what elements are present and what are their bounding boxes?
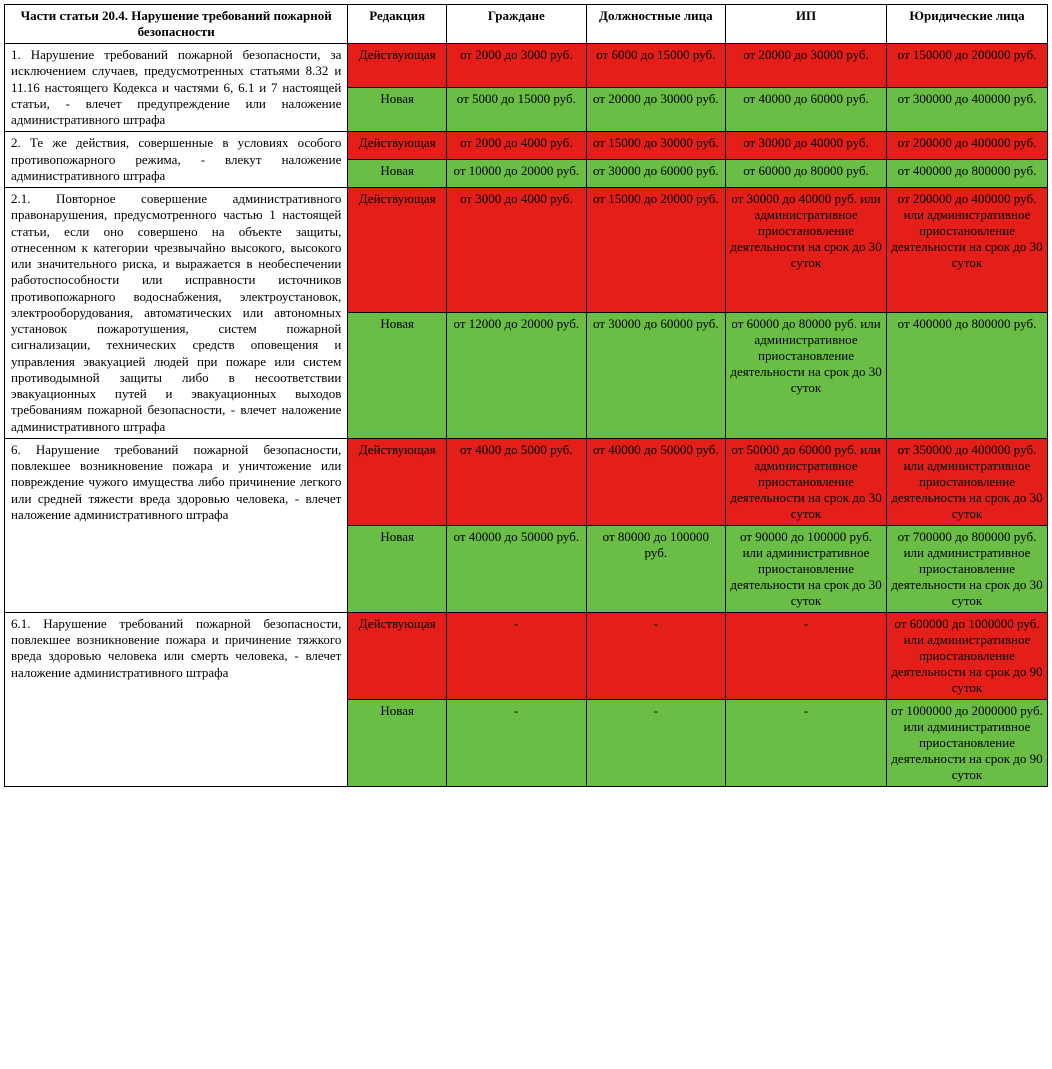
value-cell: от 20000 до 30000 руб. bbox=[586, 88, 725, 132]
value-cell: от 4000 до 5000 руб. bbox=[447, 438, 586, 525]
redaction-cell: Новая bbox=[348, 160, 447, 188]
col-header-ip: ИП bbox=[726, 5, 887, 44]
value-cell: от 30000 до 60000 руб. bbox=[586, 160, 725, 188]
col-header-legal: Юридические лица bbox=[887, 5, 1048, 44]
redaction-cell: Действующая bbox=[348, 438, 447, 525]
redaction-cell: Новая bbox=[348, 699, 447, 786]
value-cell: от 350000 до 400000 руб. или администрат… bbox=[887, 438, 1048, 525]
value-cell: от 12000 до 20000 руб. bbox=[447, 313, 586, 438]
table-row: 6.1. Нарушение требований пожарной безоп… bbox=[5, 612, 1048, 699]
value-cell: - bbox=[586, 612, 725, 699]
value-cell: от 6000 до 15000 руб. bbox=[586, 44, 725, 88]
value-cell: от 1000000 до 2000000 руб. или администр… bbox=[887, 699, 1048, 786]
value-cell: от 90000 до 100000 руб. или администрати… bbox=[726, 525, 887, 612]
col-header-citizens: Граждане bbox=[447, 5, 586, 44]
value-cell: от 15000 до 30000 руб. bbox=[586, 132, 725, 160]
value-cell: от 3000 до 4000 руб. bbox=[447, 188, 586, 313]
value-cell: от 40000 до 50000 руб. bbox=[586, 438, 725, 525]
value-cell: от 400000 до 800000 руб. bbox=[887, 313, 1048, 438]
redaction-cell: Действующая bbox=[348, 44, 447, 88]
value-cell: от 40000 до 50000 руб. bbox=[447, 525, 586, 612]
value-cell: от 20000 до 30000 руб. bbox=[726, 44, 887, 88]
value-cell: от 40000 до 60000 руб. bbox=[726, 88, 887, 132]
redaction-cell: Действующая bbox=[348, 612, 447, 699]
value-cell: от 30000 до 40000 руб. bbox=[726, 132, 887, 160]
section-desc: 6. Нарушение требований пожарной безопас… bbox=[5, 438, 348, 612]
redaction-cell: Новая bbox=[348, 88, 447, 132]
redaction-cell: Действующая bbox=[348, 132, 447, 160]
value-cell: от 200000 до 400000 руб. bbox=[887, 132, 1048, 160]
fines-table: Части статьи 20.4. Нарушение требований … bbox=[4, 4, 1048, 787]
section-desc: 1. Нарушение требований пожарной безопас… bbox=[5, 44, 348, 132]
value-cell: от 200000 до 400000 руб. или администрат… bbox=[887, 188, 1048, 313]
value-cell: от 30000 до 40000 руб. или административ… bbox=[726, 188, 887, 313]
table-row: 1. Нарушение требований пожарной безопас… bbox=[5, 44, 1048, 88]
value-cell: от 150000 до 200000 руб. bbox=[887, 44, 1048, 88]
col-header-parts: Части статьи 20.4. Нарушение требований … bbox=[5, 5, 348, 44]
value-cell: от 2000 до 3000 руб. bbox=[447, 44, 586, 88]
value-cell: от 600000 до 1000000 руб. или администра… bbox=[887, 612, 1048, 699]
redaction-cell: Новая bbox=[348, 525, 447, 612]
value-cell: от 5000 до 15000 руб. bbox=[447, 88, 586, 132]
table-row: 2. Те же действия, совершенные в условия… bbox=[5, 132, 1048, 160]
table-row: 2.1. Повторное совершение административн… bbox=[5, 188, 1048, 313]
header-row: Части статьи 20.4. Нарушение требований … bbox=[5, 5, 1048, 44]
value-cell: - bbox=[586, 699, 725, 786]
value-cell: - bbox=[726, 612, 887, 699]
value-cell: от 300000 до 400000 руб. bbox=[887, 88, 1048, 132]
redaction-cell: Новая bbox=[348, 313, 447, 438]
value-cell: от 30000 до 60000 руб. bbox=[586, 313, 725, 438]
value-cell: от 50000 до 60000 руб. или административ… bbox=[726, 438, 887, 525]
table-row: 6. Нарушение требований пожарной безопас… bbox=[5, 438, 1048, 525]
value-cell: - bbox=[447, 612, 586, 699]
section-desc: 6.1. Нарушение требований пожарной безоп… bbox=[5, 612, 348, 786]
value-cell: от 15000 до 20000 руб. bbox=[586, 188, 725, 313]
value-cell: от 700000 до 800000 руб. или администрат… bbox=[887, 525, 1048, 612]
section-desc: 2.1. Повторное совершение административн… bbox=[5, 188, 348, 439]
value-cell: от 2000 до 4000 руб. bbox=[447, 132, 586, 160]
value-cell: от 400000 до 800000 руб. bbox=[887, 160, 1048, 188]
section-desc: 2. Те же действия, совершенные в условия… bbox=[5, 132, 348, 188]
value-cell: от 10000 до 20000 руб. bbox=[447, 160, 586, 188]
redaction-cell: Действующая bbox=[348, 188, 447, 313]
value-cell: от 60000 до 80000 руб. bbox=[726, 160, 887, 188]
col-header-redaction: Редакция bbox=[348, 5, 447, 44]
value-cell: - bbox=[447, 699, 586, 786]
value-cell: - bbox=[726, 699, 887, 786]
value-cell: от 60000 до 80000 руб. или административ… bbox=[726, 313, 887, 438]
col-header-officials: Должностные лица bbox=[586, 5, 725, 44]
value-cell: от 80000 до 100000 руб. bbox=[586, 525, 725, 612]
